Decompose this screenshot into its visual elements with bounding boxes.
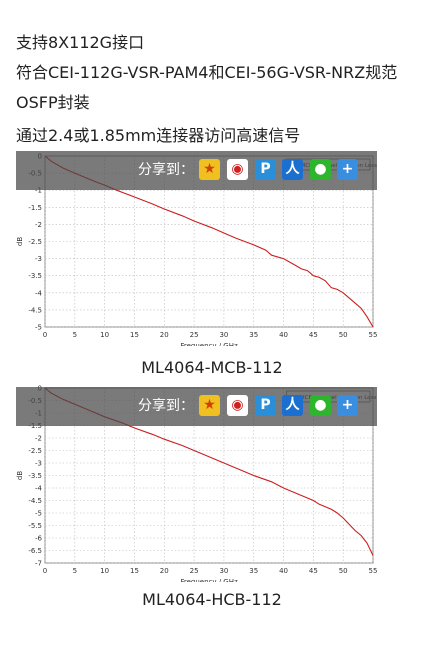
x-tick-label: 40 (279, 567, 288, 575)
star-icon[interactable]: ★ (199, 159, 220, 180)
y-tick-label: -4.5 (28, 497, 42, 505)
y-tick-label: -1 (35, 187, 42, 195)
y-tick-label: -4.5 (28, 306, 42, 314)
p-icon[interactable]: P (255, 159, 276, 180)
y-tick-label: -3 (35, 460, 42, 468)
y-tick-label: -1.5 (28, 204, 42, 212)
x-tick-label: 10 (100, 331, 109, 339)
x-axis-label: Frequency / GHz (180, 578, 238, 582)
y-tick-label: -1.5 (28, 422, 42, 430)
share-bar: 分享到： ★ ◉ P 人 ● + (16, 151, 377, 190)
hcb-caption: ML4064-HCB-112 (142, 590, 282, 609)
wechat-icon[interactable]: ● (310, 395, 331, 416)
p-icon[interactable]: P (255, 395, 276, 416)
y-tick-label: -3.5 (28, 272, 42, 280)
x-tick-label: 50 (339, 331, 348, 339)
x-tick-label: 50 (339, 567, 348, 575)
y-tick-label: -3.5 (28, 472, 42, 480)
x-tick-label: 5 (73, 331, 77, 339)
feature-osfp-package: OSFP封装 (16, 93, 90, 112)
x-tick-label: 30 (219, 331, 228, 339)
x-tick-label: 25 (190, 567, 199, 575)
share-bar-2: 分享到： ★ ◉ P 人 ● + (16, 387, 377, 426)
y-tick-label: -5.5 (28, 522, 42, 530)
mcb-caption: ML4064-MCB-112 (141, 358, 283, 377)
renren-icon[interactable]: 人 (282, 395, 303, 416)
x-tick-label: 15 (130, 331, 139, 339)
y-tick-label: -4 (35, 485, 43, 493)
feature-connector-access: 通过2.4或1.85mm连接器访问高速信号 (16, 126, 301, 145)
plus-icon[interactable]: + (337, 159, 358, 180)
x-tick-label: 35 (249, 567, 258, 575)
x-tick-label: 5 (73, 567, 77, 575)
x-tick-label: 35 (249, 331, 258, 339)
y-tick-label: -2 (35, 221, 42, 229)
x-tick-label: 55 (369, 331, 377, 339)
y-tick-label: -5 (35, 510, 42, 518)
x-tick-label: 45 (309, 567, 318, 575)
y-tick-label: -3 (35, 255, 42, 263)
renren-icon[interactable]: 人 (282, 159, 303, 180)
y-tick-label: -2 (35, 435, 42, 443)
y-tick-label: -4 (35, 289, 43, 297)
y-tick-label: -2.5 (28, 447, 42, 455)
x-tick-label: 25 (190, 331, 199, 339)
x-tick-label: 20 (160, 331, 169, 339)
feature-8x112g: 支持8X112G接口 (16, 33, 145, 52)
y-tick-label: -6 (35, 535, 43, 543)
star-icon[interactable]: ★ (199, 395, 220, 416)
weibo-icon[interactable]: ◉ (227, 395, 248, 416)
share-label: 分享到： (138, 162, 194, 178)
y-axis-label: dB (16, 471, 24, 480)
x-axis-label: Frequency / GHz (180, 342, 238, 346)
x-tick-label: 45 (309, 331, 318, 339)
x-tick-label: 40 (279, 331, 288, 339)
y-tick-label: -5 (35, 324, 42, 332)
feature-cei-compliance: 符合CEI-112G-VSR-PAM4和CEI-56G-VSR-NRZ规范 (16, 63, 398, 82)
plus-icon[interactable]: + (337, 395, 358, 416)
x-tick-label: 20 (160, 567, 169, 575)
y-tick-label: -7 (35, 560, 42, 568)
x-tick-label: 30 (219, 567, 228, 575)
x-tick-label: 15 (130, 567, 139, 575)
x-tick-label: 0 (43, 331, 47, 339)
wechat-icon[interactable]: ● (310, 159, 331, 180)
y-axis-label: dB (16, 237, 24, 246)
weibo-icon[interactable]: ◉ (227, 159, 248, 180)
x-tick-label: 0 (43, 567, 47, 575)
x-tick-label: 55 (369, 567, 377, 575)
y-tick-label: -6.5 (28, 547, 42, 555)
share-label-2: 分享到： (138, 398, 194, 414)
y-tick-label: -2.5 (28, 238, 42, 246)
x-tick-label: 10 (100, 567, 109, 575)
